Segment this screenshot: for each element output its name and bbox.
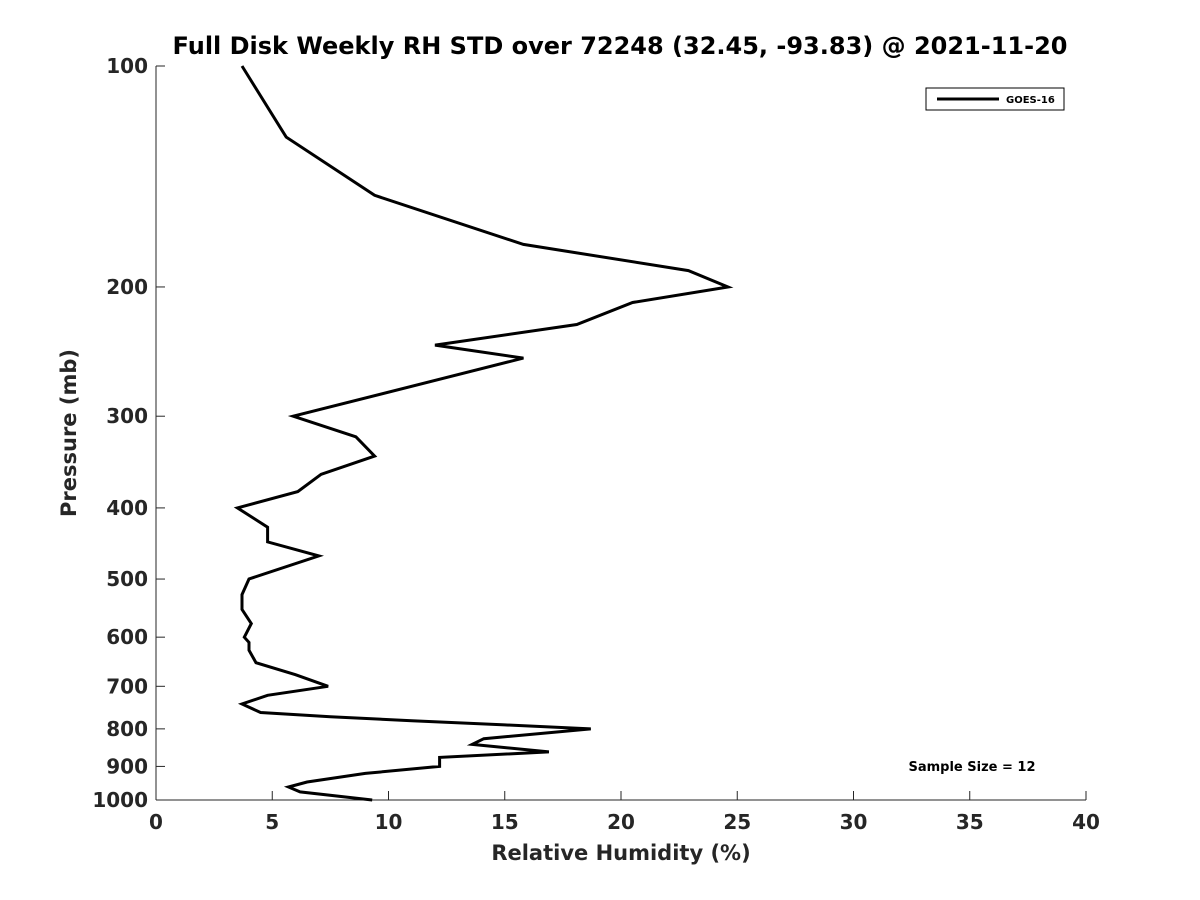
x-tick-label: 10 — [375, 810, 403, 834]
y-axis-label-group: Pressure (mb) — [57, 349, 81, 517]
legend-label-goes-16: GOES-16 — [1006, 95, 1055, 106]
legend: GOES-16 — [925, 87, 1065, 111]
y-tick-label: 500 — [106, 567, 148, 591]
y-axis-ticks: 100 200 300 400 500 600 700 800 900 1000 — [92, 54, 165, 812]
x-tick-label: 35 — [956, 810, 984, 834]
x-tick-label: 30 — [840, 810, 868, 834]
sample-size-annotation: Sample Size = 12 — [908, 760, 1035, 775]
x-tick-label: 0 — [149, 810, 163, 834]
series-line-goes-16 — [233, 65, 734, 802]
x-tick-label: 5 — [265, 810, 279, 834]
series-layer — [233, 65, 734, 802]
y-tick-label: 800 — [106, 717, 148, 741]
y-tick-label: 300 — [106, 404, 148, 428]
chart-title: Full Disk Weekly RH STD over 72248 (32.4… — [173, 32, 1068, 60]
y-tick-label: 1000 — [92, 788, 148, 812]
y-tick-label: 700 — [106, 674, 148, 698]
x-tick-label: 20 — [607, 810, 635, 834]
y-axis-label: Pressure (mb) — [57, 349, 81, 517]
y-tick-label: 100 — [106, 54, 148, 78]
y-tick-label: 600 — [106, 625, 148, 649]
x-axis-ticks: 0 5 10 15 20 25 30 35 40 — [149, 791, 1100, 834]
y-tick-label: 200 — [106, 275, 148, 299]
x-tick-label: 40 — [1072, 810, 1100, 834]
x-tick-label: 25 — [723, 810, 751, 834]
x-axis-label: Relative Humidity (%) — [491, 841, 750, 865]
y-tick-label: 400 — [106, 496, 148, 520]
x-tick-label: 15 — [491, 810, 519, 834]
y-tick-label: 900 — [106, 754, 148, 778]
